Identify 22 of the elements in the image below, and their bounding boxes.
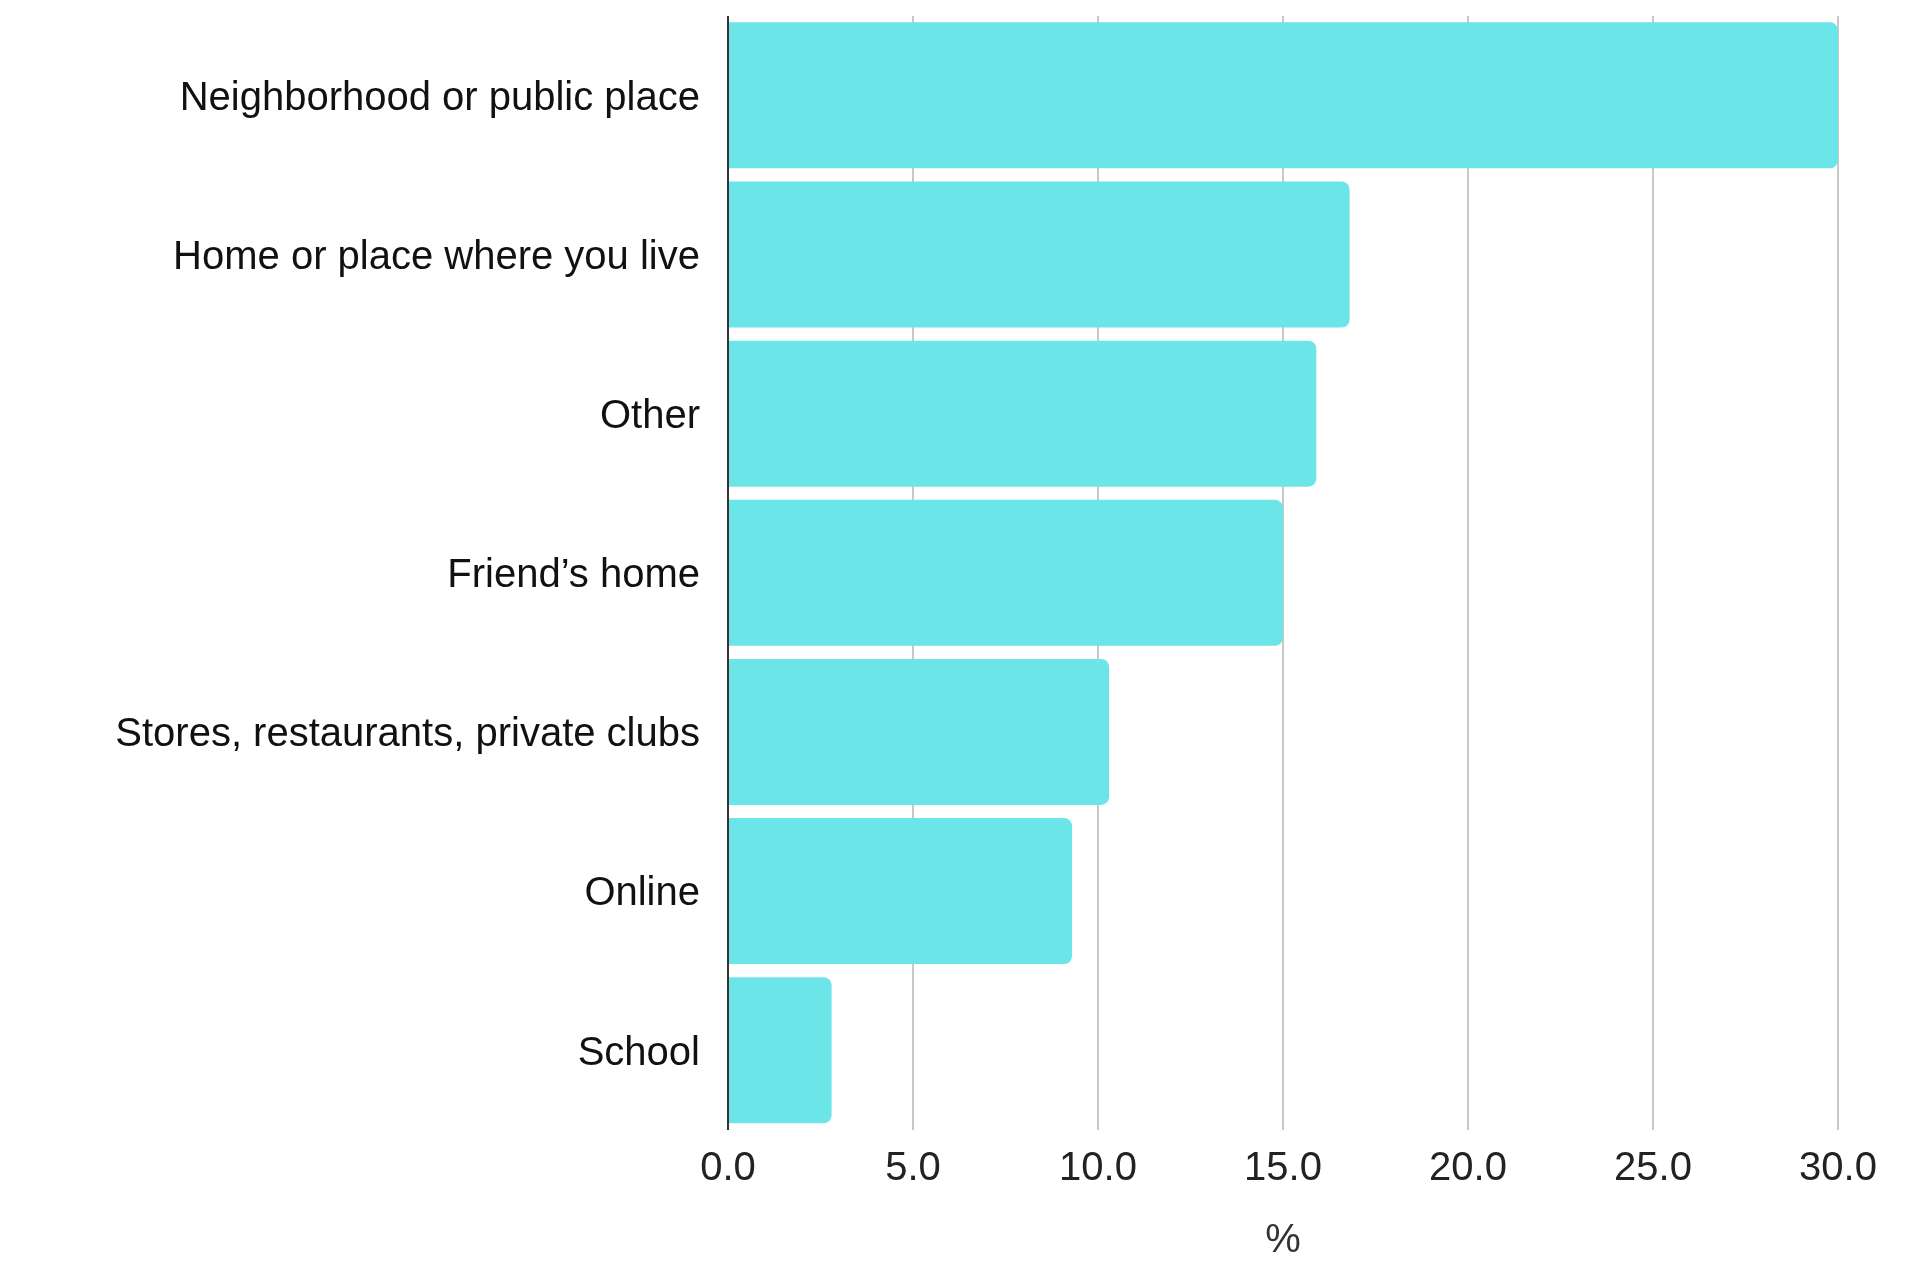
y-tick-label: Friend’s home xyxy=(447,551,700,596)
x-tick-label: 5.0 xyxy=(885,1144,941,1189)
y-tick-label: Home or place where you live xyxy=(173,232,700,277)
y-tick-label: Online xyxy=(584,869,700,914)
x-tick-label: 20.0 xyxy=(1429,1144,1507,1189)
bar xyxy=(728,818,1073,965)
x-tick-label: 15.0 xyxy=(1244,1144,1322,1189)
bar xyxy=(728,340,1317,487)
bar xyxy=(728,22,1838,169)
bar xyxy=(728,499,1283,646)
bar xyxy=(728,658,1110,805)
y-tick-label: Other xyxy=(599,392,700,437)
x-axis-title: % xyxy=(1265,1216,1301,1260)
y-tick-label: Stores, restaurants, private clubs xyxy=(115,710,700,755)
x-tick-label: 0.0 xyxy=(700,1144,756,1189)
x-tick-label: 10.0 xyxy=(1059,1144,1137,1189)
x-tick-label: 25.0 xyxy=(1614,1144,1692,1189)
bar xyxy=(728,181,1350,328)
x-tick-label: 30.0 xyxy=(1799,1144,1877,1189)
y-tick-label: Neighborhood or public place xyxy=(179,73,700,118)
bar xyxy=(728,977,832,1124)
y-tick-label: School xyxy=(577,1028,700,1073)
